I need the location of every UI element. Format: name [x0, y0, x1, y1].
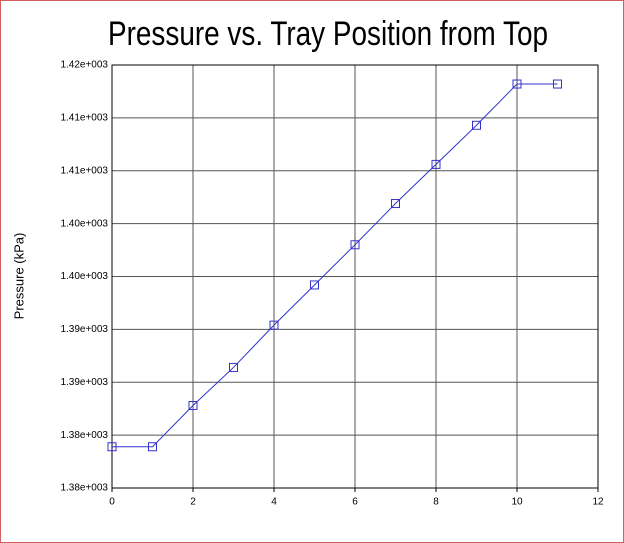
data-point	[229, 362, 238, 372]
x-tick-label: 10	[511, 497, 523, 508]
x-tick-label: 2	[190, 497, 196, 508]
x-tick-label: 4	[271, 497, 277, 508]
data-point	[148, 442, 157, 452]
data-point	[107, 442, 117, 452]
y-tick-label: 1.38e+003	[60, 483, 108, 494]
y-tick-label: 1.40e+003	[60, 271, 108, 282]
data-point	[512, 79, 522, 89]
y-axis-label: Pressure (kPa)	[11, 233, 26, 320]
y-tick-label: 1.41e+003	[60, 113, 108, 124]
chart-title: Pressure vs. Tray Position from Top	[108, 15, 548, 53]
y-tick-label: 1.42e+003	[60, 60, 108, 71]
data-point	[350, 240, 360, 250]
x-tick-label: 0	[109, 497, 115, 508]
data-point	[188, 401, 198, 411]
data-point	[269, 320, 279, 330]
x-tick-label: 12	[592, 497, 604, 508]
y-tick-label: 1.38e+003	[60, 430, 108, 441]
x-tick-label: 6	[352, 497, 358, 508]
x-tick-label: 8	[433, 497, 439, 508]
y-tick-label: 1.39e+003	[60, 377, 108, 388]
y-tick-label: 1.39e+003	[60, 324, 108, 335]
data-point	[310, 280, 319, 290]
data-point	[391, 199, 400, 209]
plot-border	[111, 64, 599, 489]
series-line	[112, 83, 558, 448]
y-tick-label: 1.41e+003	[60, 165, 108, 176]
y-tick-label: 1.40e+003	[60, 218, 108, 229]
data-point	[431, 159, 441, 169]
data-point	[472, 120, 481, 130]
data-point	[553, 79, 562, 89]
